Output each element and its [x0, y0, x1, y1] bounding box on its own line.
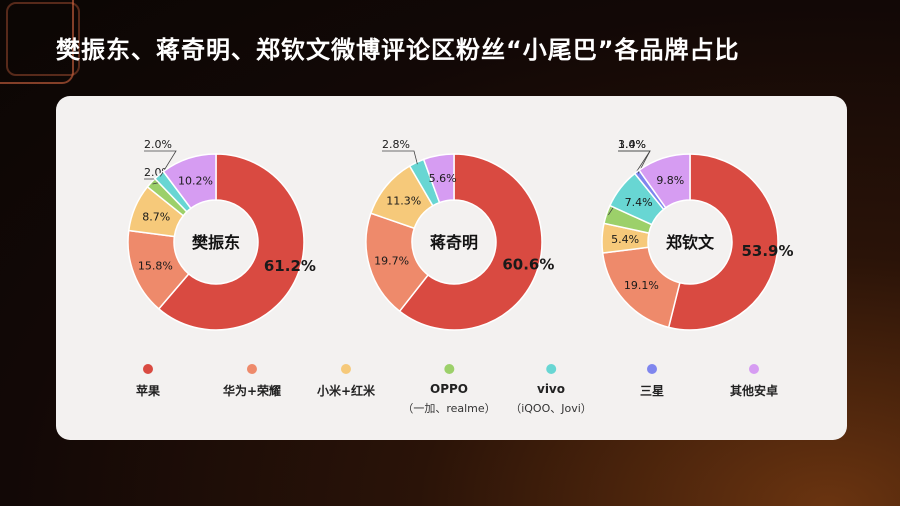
- center-label: 蒋奇明: [430, 233, 478, 252]
- slice-apple: [157, 153, 305, 331]
- donut-chart-1: 61.2%15.8%8.7%2.0%2.0%10.2%樊振东: [127, 138, 316, 331]
- leader-line-vivo: [382, 150, 418, 165]
- legend-dot-xiaomi: [341, 364, 351, 374]
- leader-line-samsung: [618, 150, 651, 174]
- chart-title: 樊振东、蒋奇明、郑钦文微博评论区粉丝“小尾巴”各品牌占比: [56, 36, 740, 64]
- data-label-xiaomi: 8.7%: [142, 210, 170, 223]
- donut-charts: 61.2%15.8%8.7%2.0%2.0%10.2%樊振东60.6%19.7%…: [127, 138, 794, 331]
- legend-label-samsung: 三星: [639, 384, 665, 398]
- data-label-vivo: 7.4%: [625, 196, 653, 209]
- data-label-other-android: 9.8%: [656, 174, 684, 187]
- legend-label-other-android: 其他安卓: [729, 384, 779, 398]
- center-label: 樊振东: [192, 233, 240, 252]
- legend-sub-vivo: （iQOO、Jovi）: [510, 402, 592, 415]
- legend-item-huawei: 华为+荣耀: [223, 364, 281, 399]
- data-label-apple: 60.6%: [502, 256, 554, 274]
- legend-dot-vivo: [545, 364, 556, 374]
- leader-line-vivo: [144, 150, 177, 177]
- data-label-oppo: 3.4%: [618, 138, 646, 151]
- legend-dot-other-android: [748, 364, 759, 374]
- legend-item-oppo: OPPO （一加、realme）: [402, 364, 496, 416]
- legend-item-other-android: 其他安卓: [730, 364, 778, 399]
- data-label-xiaomi: 11.3%: [386, 195, 421, 208]
- legend-dot-huawei: [247, 364, 257, 374]
- data-label-apple: 53.9%: [741, 242, 793, 260]
- legend-label-xiaomi: 小米+红米: [316, 384, 376, 398]
- data-label-samsung: 1.0%: [618, 138, 646, 151]
- slice-other-android: [638, 153, 691, 209]
- data-label-huawei: 19.1%: [624, 279, 659, 292]
- donut-chart-2: 60.6% 19.7% 11.3% 2.8% 5.6% 蒋奇明: [365, 138, 554, 331]
- data-label-other-android: 10.2%: [178, 174, 213, 187]
- legend-label-huawei: 华为+荣耀: [222, 384, 282, 398]
- legend-label-apple: 苹果: [135, 384, 161, 398]
- slice-other-android: [162, 153, 217, 210]
- data-label-apple: 61.2%: [264, 257, 316, 275]
- donut-chart-3: 53.9% 19.1% 5.4% 3.4% 7.4% 1.0% 9.8% 郑钦文: [601, 138, 794, 331]
- data-label-huawei: 15.8%: [138, 259, 173, 272]
- legend-dot-samsung: [646, 364, 657, 374]
- data-label-vivo: 2.0%: [144, 138, 172, 151]
- legend-label-vivo: vivo: [536, 382, 566, 396]
- chart-card: 61.2% 15.8% 8.7% 2.0% 2.0% 10.2% 樊振东 60.6% 19.7%…: [56, 96, 847, 440]
- data-label-other-android: 5.6%: [429, 172, 457, 185]
- slice-other-android: [422, 153, 455, 204]
- legend-dot-apple: [142, 364, 153, 374]
- slice-apple: [398, 153, 543, 331]
- legend-label-oppo: OPPO: [429, 382, 468, 396]
- legend-item-xiaomi: 小米+红米: [317, 364, 375, 399]
- center-label: 郑钦文: [666, 233, 715, 252]
- slice-apple: [667, 153, 779, 331]
- legend-item-apple: 苹果: [136, 364, 160, 399]
- data-label-huawei: 19.7%: [374, 254, 409, 267]
- decorative-square-inner: [6, 2, 80, 76]
- legend-item-vivo: vivo （iQOO、Jovi）: [510, 364, 592, 416]
- data-label-xiaomi: 5.4%: [611, 233, 639, 246]
- legend-item-samsung: 三星: [640, 364, 664, 399]
- legend-sub-oppo: （一加、realme）: [402, 402, 496, 415]
- data-label-vivo: 2.8%: [382, 138, 410, 151]
- legend-dot-oppo: [443, 364, 454, 374]
- decorative-square: [0, 0, 74, 84]
